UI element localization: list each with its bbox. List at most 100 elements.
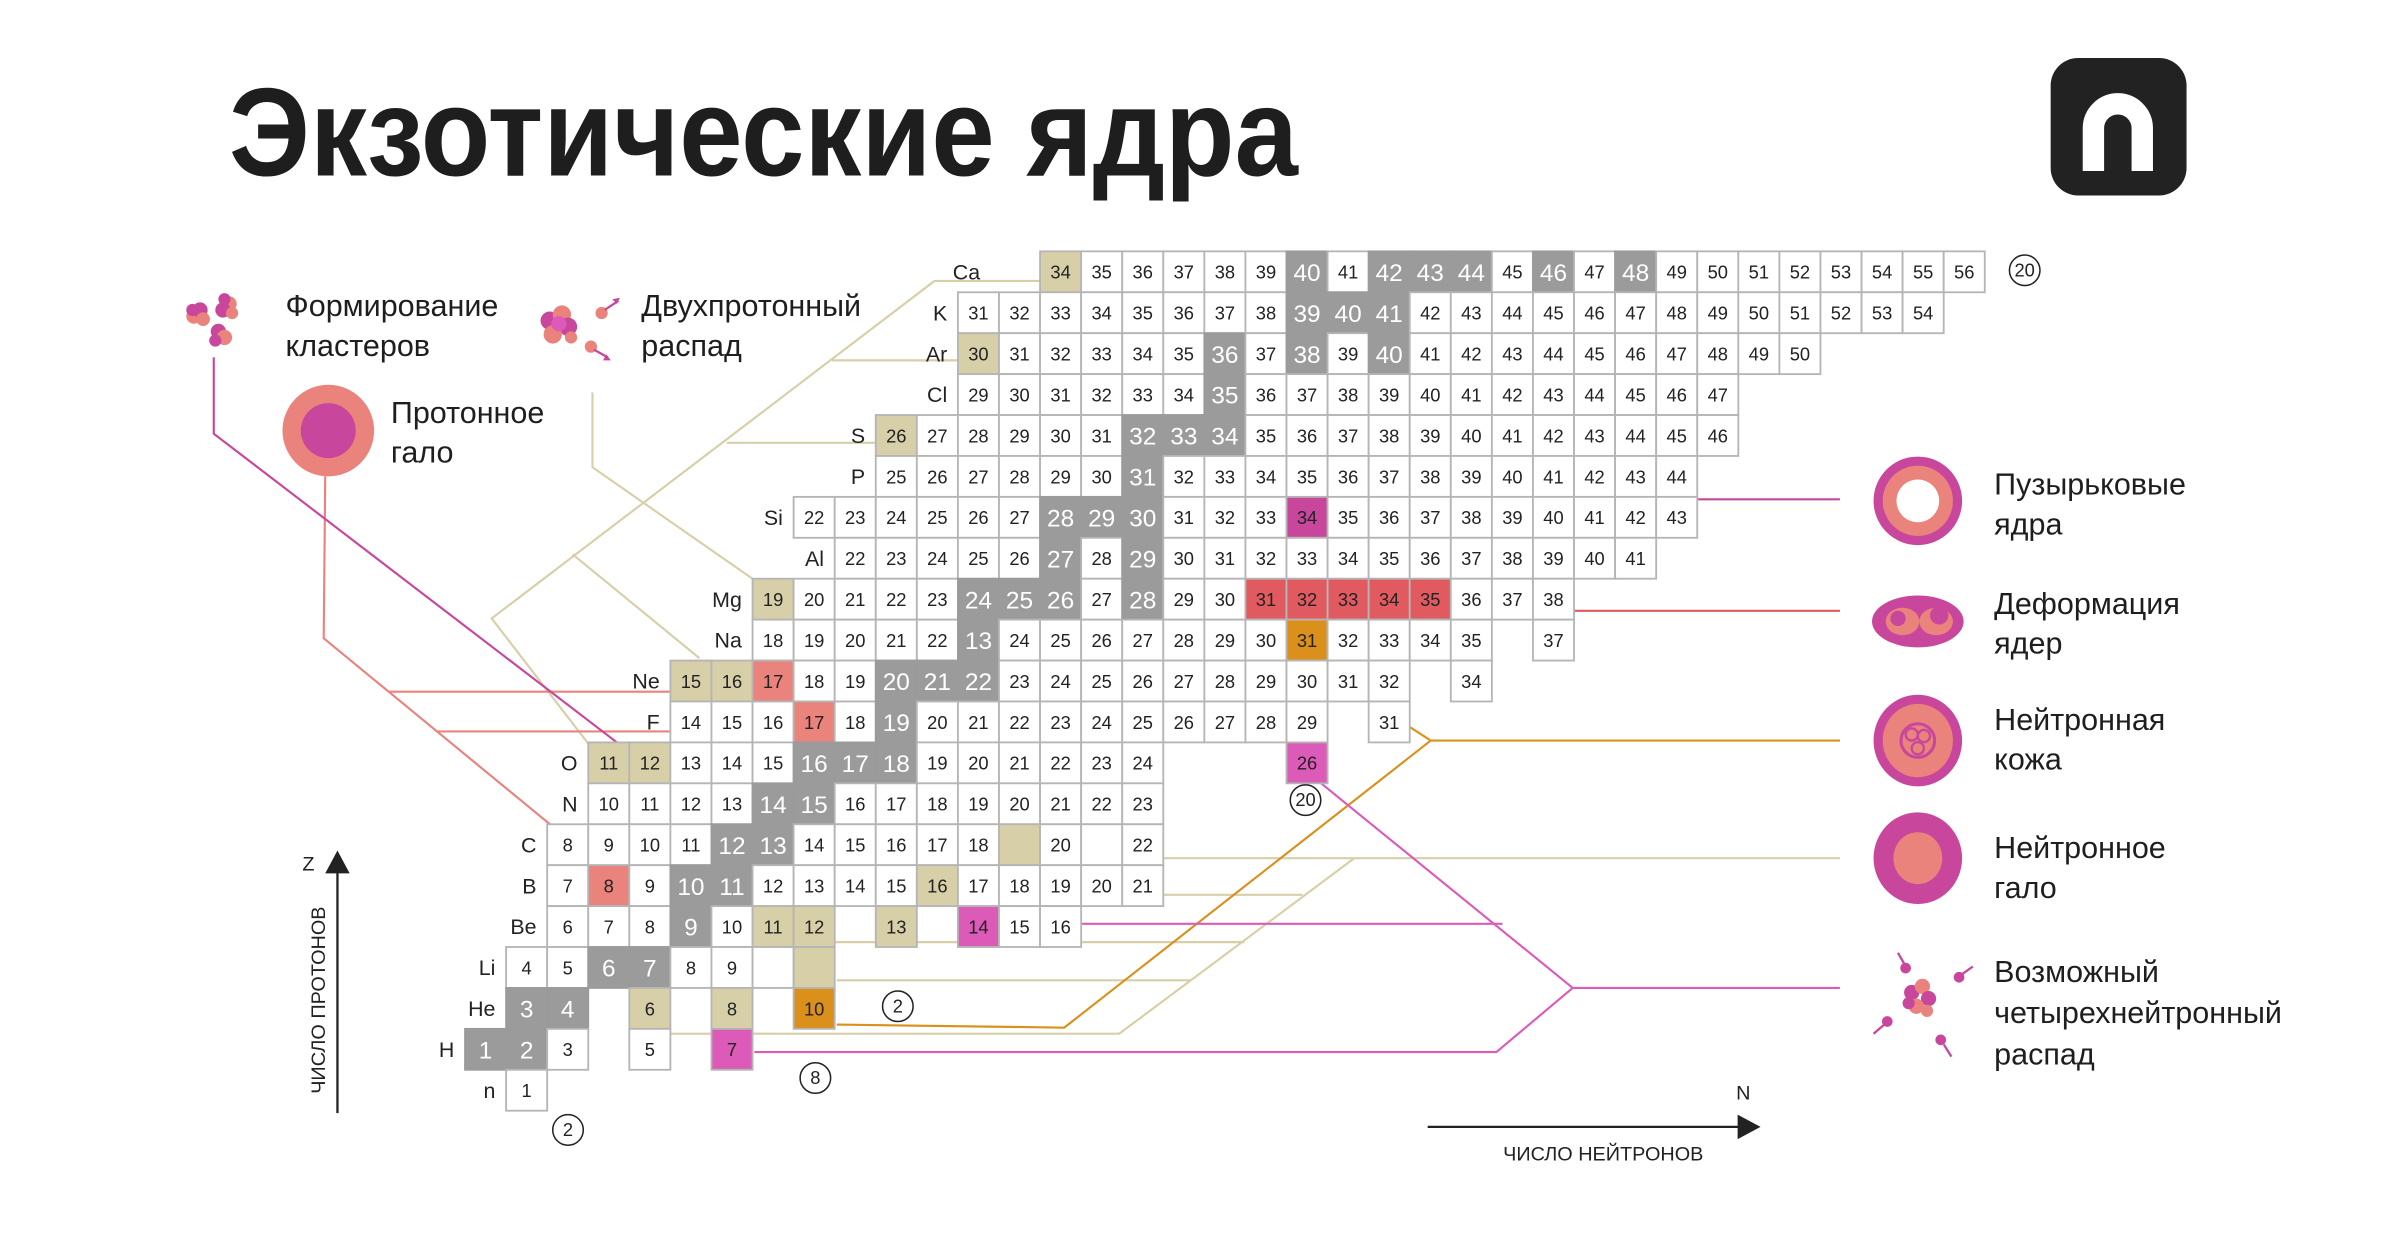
nuclide-cell: 8 [628,905,672,948]
mass-number: 15 [763,753,783,774]
mass-number: 32 [1174,466,1194,487]
mass-number: 28 [1174,630,1194,651]
mass-number: 43 [1543,384,1563,405]
nuclide-cell: 41 [1449,373,1493,416]
cell-background [1080,659,1124,703]
nuclide-cell: 6 [587,946,631,989]
cell-background [1285,618,1329,662]
cell-background [1573,414,1617,457]
nuclide-cell: 44 [1449,250,1493,294]
cell-background [1819,291,1863,335]
mass-number: 8 [645,916,655,937]
mass-number: 17 [763,671,783,692]
nuclide-cell: 1 [464,1027,508,1071]
mass-number: 20 [883,669,910,696]
mass-number: 46 [1540,260,1567,287]
mass-number: 24 [1009,630,1029,651]
nuclide-cell: 40 [1367,332,1411,376]
nuclide-cell: 37 [1203,291,1247,335]
nuclide-cell: 14 [669,700,713,744]
nuclide-cell: 51 [1778,291,1822,335]
nuclide-cell: 5 [546,946,590,989]
cell-background [1901,291,1945,335]
nuclide-cell: 31 [1326,659,1370,703]
nuclide-cell: 20 [792,577,836,621]
legend-proton-halo: Протонное гало [282,384,544,477]
nuclide-cell: 21 [915,659,959,703]
cell-background [792,987,836,1030]
nuclide-cell: 23 [1121,782,1165,826]
nuclide-cell: 17 [833,741,877,785]
nuclide-cell: 19 [874,700,918,744]
nuclide-cell: 27 [956,455,1000,498]
cell-background [628,823,672,867]
nuclide-cell: 25 [1121,700,1165,744]
cell-background [1449,495,1493,539]
cell-background [1490,414,1534,457]
nuclide-cell: 3 [546,1027,590,1071]
cell-background [792,782,836,826]
nuclide-cell: 29 [1244,659,1288,703]
cell-background [1326,455,1370,498]
legend-neutron-halo: Нейтронное гало [1873,812,2166,905]
nuclide-cell: 49 [1655,250,1699,294]
mass-number: 35 [1091,262,1111,283]
nuclide-cell: 5 [628,1027,672,1071]
nuclide-cell [792,946,836,989]
cell-background [833,536,877,580]
nuclide-cell: 30 [1244,618,1288,662]
legend-label: Двухпротонный [641,289,861,323]
nuclide-chart: 34 35 36 37 38 39 40 41 42 43 44 45 46 47 48 49 50 51 52 53… [439,250,1986,1112]
mass-number: 12 [763,876,783,897]
cell-background [751,864,795,908]
nuclide-cell: 18 [833,700,877,744]
nuclide-cell: 26 [998,536,1041,580]
nuclide-cell: 41 [1367,291,1411,335]
cell-background [1614,536,1658,580]
nuclide-cell: 28 [1080,536,1124,580]
mass-number: 43 [1461,303,1481,324]
nuclide-cell: 33 [1367,618,1411,662]
mass-number: 16 [722,671,742,692]
mass-number: 10 [640,835,660,856]
mass-number: 24 [927,548,947,569]
mass-number: 22 [845,548,865,569]
mass-number: 16 [801,751,828,778]
cell-background [1490,577,1534,621]
mass-number: 20 [927,712,947,733]
cell-background [710,946,754,989]
mass-number: 20 [968,753,988,774]
cell-background [1080,700,1124,744]
mass-number: 34 [1211,424,1238,451]
mass-number: 28 [1009,466,1029,487]
mass-number: 25 [1050,630,1070,651]
mass-number: 22 [1009,712,1029,733]
cell-background [998,373,1041,416]
mass-number: 30 [1297,671,1317,692]
nuclide-cell: 30 [956,332,1000,376]
mass-number: 7 [604,916,614,937]
mass-number: 18 [927,794,947,815]
mass-number: 30 [1091,466,1111,487]
nuclide-cell: 10 [792,987,836,1030]
nuclide-cell: 38 [1408,455,1452,498]
cell-background [628,864,672,908]
nuclide-cell: 41 [1490,414,1534,457]
nuclide-cell: 21 [1039,782,1083,826]
legend-label: Возможный [1994,955,2159,989]
mass-number: 44 [1625,425,1645,446]
nuclide-cell: 38 [1285,332,1329,376]
mass-number: 39 [1293,301,1320,328]
legend-two-proton-decay: Двухпротонный распад [540,289,861,363]
nuclide-cell: 48 [1614,250,1658,294]
mass-number: 20 [1091,876,1111,897]
mass-number: 31 [1050,384,1070,405]
mass-number: 44 [1458,260,1485,287]
nuclide-cell: 36 [1367,495,1411,539]
nuclide-cell: 32 [1080,373,1124,416]
nuclide-cell: 38 [1449,495,1493,539]
